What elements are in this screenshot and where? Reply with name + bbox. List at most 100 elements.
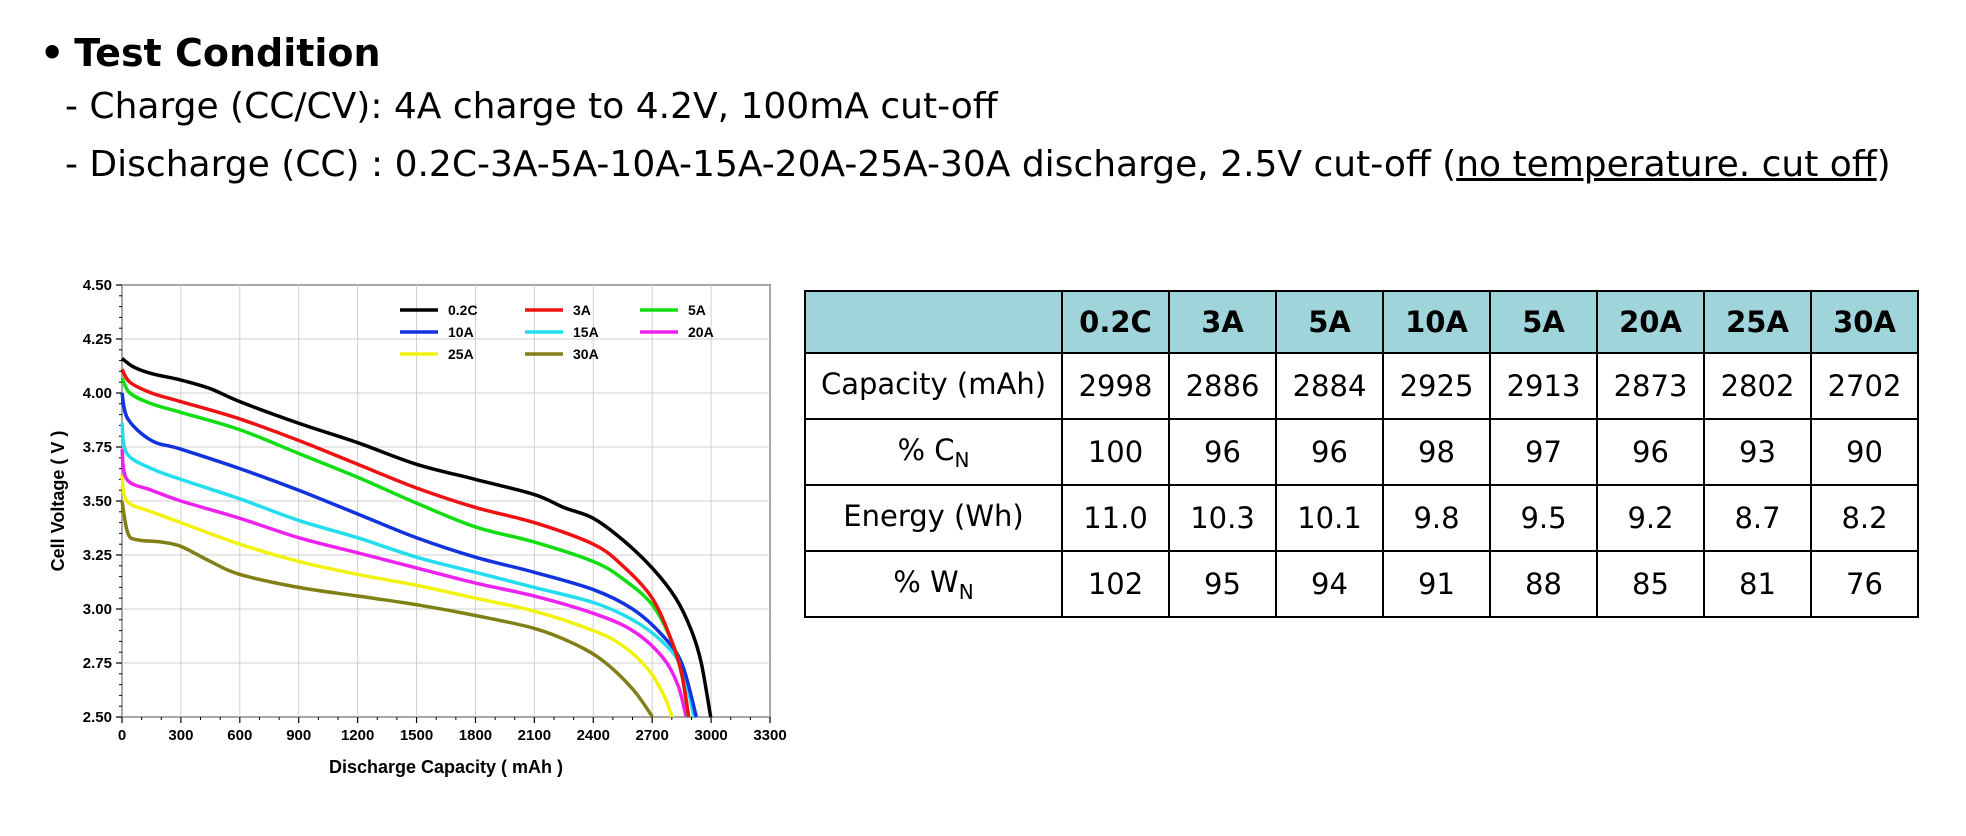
table-cell: 97 bbox=[1489, 418, 1598, 486]
y-tick-label: 2.75 bbox=[83, 655, 112, 672]
discharge-close: ) bbox=[1876, 144, 1891, 185]
table-cell: 2884 bbox=[1275, 352, 1384, 420]
table-cell: 95 bbox=[1168, 550, 1277, 618]
row-label-text: % C bbox=[897, 432, 955, 467]
x-tick-label: 600 bbox=[227, 727, 252, 744]
y-tick-label: 3.00 bbox=[83, 601, 112, 618]
series-line-3A bbox=[120, 368, 691, 718]
section-title: • Test Condition bbox=[40, 28, 1891, 78]
y-tick-label: 4.25 bbox=[83, 331, 112, 348]
title-text: Test Condition bbox=[74, 31, 381, 75]
legend-label: 0.2C bbox=[448, 302, 478, 318]
table-cell: 76 bbox=[1810, 550, 1919, 618]
legend-label: 25A bbox=[448, 346, 474, 362]
series-curves bbox=[120, 357, 713, 719]
y-tick-label: 2.50 bbox=[83, 709, 112, 726]
table-corner-cell bbox=[804, 290, 1063, 354]
row-label: Capacity (mAh) bbox=[804, 352, 1063, 420]
row-label-text: Energy (Wh) bbox=[843, 498, 1024, 533]
row-label-text: % W bbox=[893, 564, 959, 599]
x-tick-label: 1200 bbox=[341, 727, 374, 744]
table-cell: 11.0 bbox=[1061, 484, 1170, 552]
table-cell: 102 bbox=[1061, 550, 1170, 618]
table-cell: 2873 bbox=[1596, 352, 1705, 420]
table-row: % WN 102 95 94 91 88 85 81 76 bbox=[804, 550, 1919, 618]
table-row: % CN 100 96 96 98 97 96 93 90 bbox=[804, 418, 1919, 486]
x-tick-label: 2100 bbox=[518, 727, 551, 744]
column-header: 5A bbox=[1489, 290, 1598, 354]
charge-condition: - Charge (CC/CV): 4A charge to 4.2V, 100… bbox=[65, 86, 998, 127]
discharge-text: - Discharge (CC) : 0.2C-3A-5A-10A-15A-20… bbox=[65, 144, 1457, 185]
discharge-condition: - Discharge (CC) : 0.2C-3A-5A-10A-15A-20… bbox=[65, 136, 1891, 194]
discharge-note: no temperature. cut off bbox=[1456, 144, 1877, 185]
table-cell: 94 bbox=[1275, 550, 1384, 618]
row-label-text: Capacity (mAh) bbox=[820, 366, 1047, 401]
table-cell: 91 bbox=[1382, 550, 1491, 618]
x-tick-label: 3000 bbox=[694, 727, 727, 744]
x-tick-label: 2700 bbox=[635, 727, 668, 744]
table-cell: 100 bbox=[1061, 418, 1170, 486]
table-cell: 96 bbox=[1275, 418, 1384, 486]
series-line-10A bbox=[120, 392, 699, 718]
series-line-30A bbox=[120, 500, 655, 719]
table-cell: 98 bbox=[1382, 418, 1491, 486]
legend-label: 15A bbox=[573, 324, 599, 340]
table-cell: 90 bbox=[1810, 418, 1919, 486]
table-row: Capacity (mAh) 2998 2886 2884 2925 2913 … bbox=[804, 352, 1919, 420]
column-header: 5A bbox=[1275, 290, 1384, 354]
y-axis-label: Cell Voltage ( V ) bbox=[48, 431, 68, 572]
column-header: 0.2C bbox=[1061, 290, 1170, 354]
results-table-wrap: 0.2C 3A 5A 10A 5A 20A 25A 30A Capacity (… bbox=[804, 290, 1919, 618]
x-tick-label: 900 bbox=[286, 727, 311, 744]
legend-label: 3A bbox=[573, 302, 591, 318]
series-line-0.2C bbox=[120, 357, 713, 718]
legend-label: 10A bbox=[448, 324, 474, 340]
x-tick-label: 300 bbox=[168, 727, 193, 744]
series-line-15A bbox=[120, 422, 696, 718]
y-tick-label: 3.50 bbox=[83, 493, 112, 510]
table-cell: 10.1 bbox=[1275, 484, 1384, 552]
table-cell: 96 bbox=[1596, 418, 1705, 486]
x-tick-label: 2400 bbox=[577, 727, 610, 744]
column-header: 20A bbox=[1596, 290, 1705, 354]
x-axis-label: Discharge Capacity ( mAh ) bbox=[329, 757, 563, 777]
legend-label: 5A bbox=[688, 302, 706, 318]
table-cell: 9.2 bbox=[1596, 484, 1705, 552]
table-cell: 2702 bbox=[1810, 352, 1919, 420]
row-label: % WN bbox=[804, 550, 1063, 618]
test-condition-section: • Test Condition - Charge (CC/CV): 4A cha… bbox=[40, 28, 1891, 194]
row-label: Energy (Wh) bbox=[804, 484, 1063, 552]
table-cell: 81 bbox=[1703, 550, 1812, 618]
legend-label: 30A bbox=[573, 346, 599, 362]
discharge-curve-chart: 0 300 600 900 1200 1500 1800 2100 2400 2700 3000 33… bbox=[48, 277, 787, 777]
table-row: Energy (Wh) 11.0 10.3 10.1 9.8 9.5 9.2 8… bbox=[804, 484, 1919, 552]
column-header: 30A bbox=[1810, 290, 1919, 354]
table-cell: 2886 bbox=[1168, 352, 1277, 420]
table-header-row: 0.2C 3A 5A 10A 5A 20A 25A 30A bbox=[804, 290, 1919, 354]
series-line-20A bbox=[120, 448, 688, 718]
legend-label: 20A bbox=[688, 324, 714, 340]
column-header: 3A bbox=[1168, 290, 1277, 354]
bullet: • bbox=[40, 31, 65, 75]
y-tick-label: 4.00 bbox=[83, 385, 112, 402]
row-label-sub: N bbox=[954, 447, 970, 472]
table-cell: 2998 bbox=[1061, 352, 1170, 420]
column-header: 25A bbox=[1703, 290, 1812, 354]
row-label-sub: N bbox=[958, 579, 974, 604]
table-cell: 85 bbox=[1596, 550, 1705, 618]
y-tick-label: 3.75 bbox=[83, 439, 112, 456]
results-table: 0.2C 3A 5A 10A 5A 20A 25A 30A Capacity (… bbox=[804, 290, 1919, 618]
x-tick-label: 1800 bbox=[459, 727, 492, 744]
table-cell: 10.3 bbox=[1168, 484, 1277, 552]
table-cell: 8.2 bbox=[1810, 484, 1919, 552]
table-cell: 96 bbox=[1168, 418, 1277, 486]
column-header: 10A bbox=[1382, 290, 1491, 354]
table-cell: 2925 bbox=[1382, 352, 1491, 420]
y-tick-label: 4.50 bbox=[83, 277, 112, 294]
x-tick-label: 0 bbox=[118, 727, 126, 744]
table-cell: 93 bbox=[1703, 418, 1812, 486]
table-cell: 8.7 bbox=[1703, 484, 1812, 552]
table-cell: 9.5 bbox=[1489, 484, 1598, 552]
grid bbox=[121, 284, 771, 718]
table-cell: 9.8 bbox=[1382, 484, 1491, 552]
